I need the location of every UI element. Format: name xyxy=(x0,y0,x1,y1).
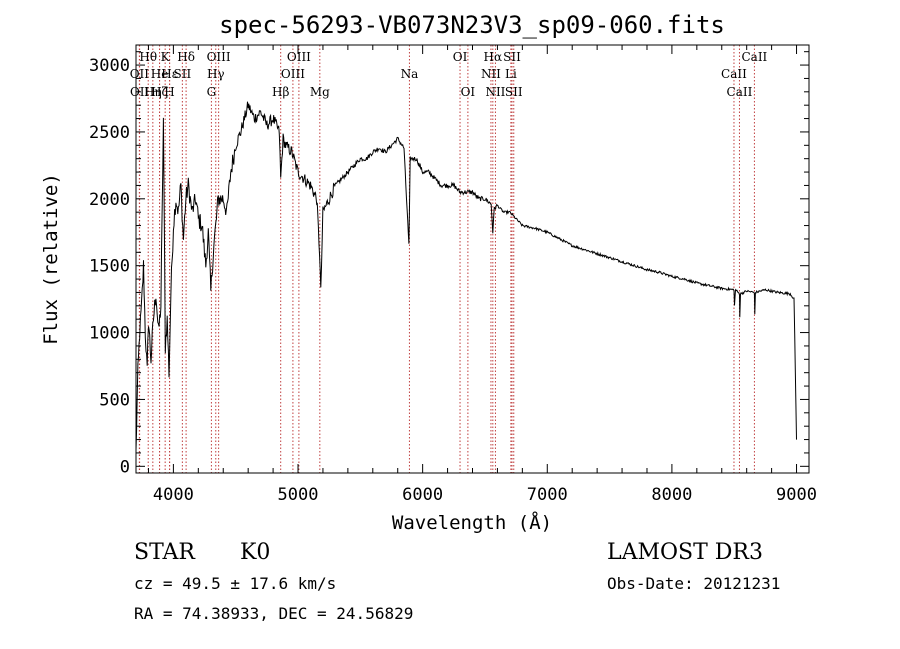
line-label: CaII xyxy=(727,85,753,99)
line-label: Hδ xyxy=(177,50,195,64)
y-axis: 0 500 1000 1500 2000 2500 3000 xyxy=(89,51,809,477)
x-tick-label: 6000 xyxy=(402,485,443,505)
y-axis-label: Flux (relative) xyxy=(40,173,62,345)
line-label: OI xyxy=(461,85,476,99)
line-label: Hε xyxy=(161,67,178,81)
line-label: H xyxy=(164,85,174,99)
line-label: Hη xyxy=(144,85,162,99)
line-label: OII xyxy=(130,67,150,81)
x-axis: 4000 5000 6000 7000 8000 9000 xyxy=(147,45,817,505)
line-label: OI xyxy=(453,50,468,64)
line-label: Li xyxy=(505,67,517,81)
line-label: He xyxy=(151,67,169,81)
x-tick-label: 4000 xyxy=(153,485,194,505)
y-tick-label: 1500 xyxy=(89,257,130,277)
line-label: K xyxy=(161,50,171,64)
spectrum-line xyxy=(135,101,797,451)
line-label: OIII xyxy=(287,50,311,64)
survey-name: LAMOST DR3 xyxy=(607,540,763,565)
x-tick-label: 7000 xyxy=(527,485,568,505)
line-label: Hα xyxy=(484,50,503,64)
x-axis-label: Wavelength (Å) xyxy=(392,511,552,534)
line-label: SII xyxy=(174,67,192,81)
line-label: Hζ xyxy=(151,85,168,99)
y-tick-label: 2500 xyxy=(89,123,130,143)
line-label: Mg xyxy=(310,85,330,99)
line-label: G xyxy=(207,85,217,99)
line-label: Hθ xyxy=(139,50,157,64)
ra-dec-coords: RA = 74.38933, DEC = 24.56829 xyxy=(134,604,413,623)
y-tick-label: 2000 xyxy=(89,190,130,210)
y-tick-label: 500 xyxy=(99,390,130,410)
line-label: NII xyxy=(485,85,505,99)
emission-line-markers xyxy=(138,45,755,473)
redshift-cz: cz = 49.5 ± 17.6 km/s xyxy=(134,574,336,593)
line-label: OIII xyxy=(207,50,231,64)
line-label: Na xyxy=(401,67,419,81)
x-tick-label: 5000 xyxy=(278,485,319,505)
line-label: CaII xyxy=(721,67,747,81)
object-subclass: K0 xyxy=(240,540,270,565)
line-label: SII xyxy=(505,85,523,99)
chart-title: spec-56293-VB073N23V3_sp09-060.fits xyxy=(219,11,725,39)
line-label: Hβ xyxy=(272,85,289,99)
object-class: STAR xyxy=(134,540,196,565)
y-tick-label: 3000 xyxy=(89,56,130,76)
x-tick-label: 8000 xyxy=(651,485,692,505)
plot-frame xyxy=(135,44,810,474)
x-tick-label: 9000 xyxy=(776,485,817,505)
line-label: Hγ xyxy=(207,67,225,81)
obs-date: Obs-Date: 20121231 xyxy=(607,574,780,593)
line-label: SII xyxy=(503,50,521,64)
line-label: OIII xyxy=(281,67,305,81)
y-tick-label: 0 xyxy=(120,457,130,477)
line-label: CaII xyxy=(741,50,767,64)
y-tick-label: 1000 xyxy=(89,324,130,344)
line-label: NII xyxy=(481,67,501,81)
